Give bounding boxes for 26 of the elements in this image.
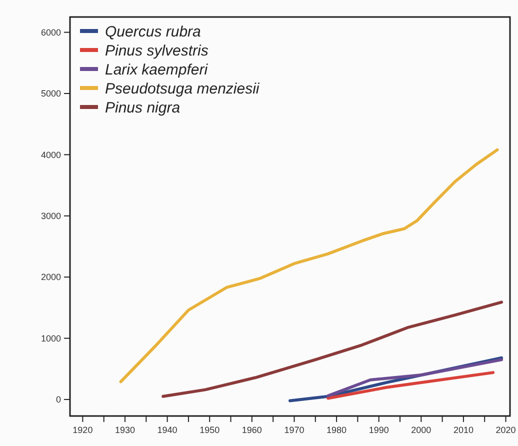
x-tick-label: 1930 [114, 425, 136, 435]
legend-label: Pseudotsuga menziesii [105, 80, 260, 98]
y-tick-label: 1000 [40, 333, 61, 344]
x-tick-label: 1950 [200, 425, 220, 435]
line-series [326, 358, 504, 398]
y-tick-label: 0 [56, 394, 61, 405]
x-tick-label: 2010 [453, 425, 474, 435]
legend-label: Quercus rubra [105, 23, 201, 40]
x-tick-label: 1960 [242, 425, 262, 435]
legend-label: Larix kaempferi [105, 61, 208, 78]
y-tick-label: 3000 [40, 211, 61, 222]
y-tick-label: 5000 [40, 88, 61, 99]
line-series [162, 300, 504, 398]
x-tick-label: 2000 [411, 425, 432, 435]
legend-label: Pinus sylvestris [105, 42, 209, 60]
x-tick-label: 1980 [326, 425, 347, 435]
x-tick-label: 2020 [496, 425, 516, 435]
y-tick-label: 4000 [40, 150, 61, 160]
x-tick-label: 1990 [368, 425, 389, 435]
x-tick-label: 1940 [157, 425, 178, 435]
x-tick-label: 1920 [72, 425, 93, 435]
y-tick-label: 2000 [40, 272, 61, 282]
legend-label: Pinus nigra [105, 99, 180, 116]
line-series [119, 148, 499, 384]
y-tick-label: 6000 [40, 27, 61, 38]
x-tick-label: 1970 [284, 425, 304, 435]
